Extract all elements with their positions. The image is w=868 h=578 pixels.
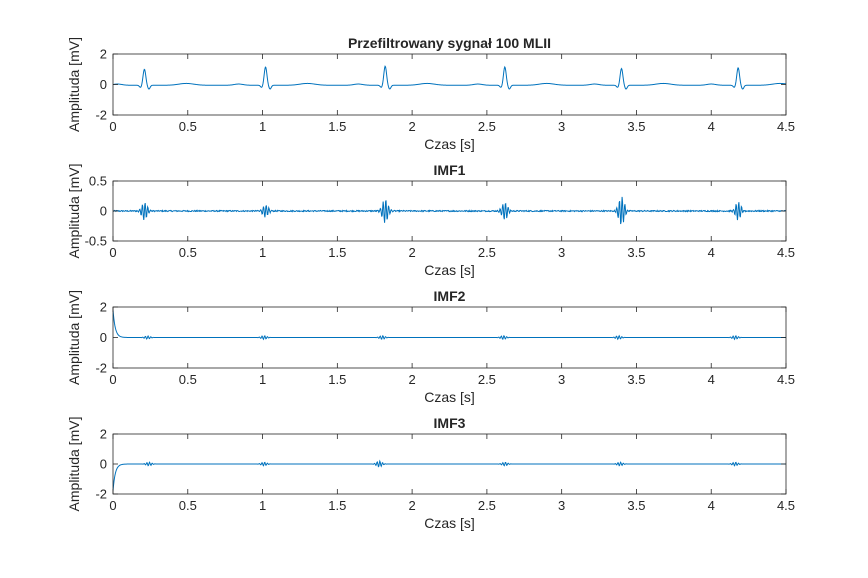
plot-area: [113, 54, 786, 115]
x-tick-label: 2.5: [478, 245, 496, 260]
y-tick-label: 0: [100, 77, 107, 92]
x-tick-label: 4.5: [777, 498, 795, 513]
y-tick-label: 2: [100, 427, 107, 442]
x-tick-label: 0.5: [179, 372, 197, 387]
subplot-title: IMF1: [434, 162, 466, 178]
x-tick-label: 0.5: [179, 119, 197, 134]
x-tick-label: 1: [259, 245, 266, 260]
x-tick-label: 2.5: [478, 119, 496, 134]
y-tick-label: 2: [100, 300, 107, 315]
y-tick-label: 2: [100, 47, 107, 62]
x-tick-label: 0.5: [179, 245, 197, 260]
x-axis-label: Czas [s]: [424, 389, 475, 405]
x-axis-label: Czas [s]: [424, 136, 475, 152]
y-axis-label: Amplituda [mV]: [66, 417, 82, 512]
x-tick-label: 1.5: [328, 372, 346, 387]
x-tick-label: 1.5: [328, 245, 346, 260]
x-axis-label: Czas [s]: [424, 262, 475, 278]
x-tick-label: 1.5: [328, 498, 346, 513]
x-tick-label: 2: [408, 498, 415, 513]
x-tick-label: 2: [408, 245, 415, 260]
y-tick-label: -2: [95, 108, 107, 123]
series-line: [113, 65, 786, 90]
x-tick-label: 1: [259, 372, 266, 387]
x-tick-label: 2.5: [478, 372, 496, 387]
x-tick-label: 3: [558, 245, 565, 260]
x-tick-label: 4: [708, 119, 715, 134]
subplot-title: IMF3: [434, 415, 466, 431]
subplot-title: IMF2: [434, 288, 466, 304]
x-tick-label: 3.5: [627, 498, 645, 513]
x-tick-label: 2: [408, 372, 415, 387]
x-tick-label: 3.5: [627, 119, 645, 134]
x-tick-label: 1: [259, 498, 266, 513]
x-axis-label: Czas [s]: [424, 515, 475, 531]
x-tick-label: 1: [259, 119, 266, 134]
y-axis-label: Amplituda [mV]: [66, 164, 82, 259]
x-tick-label: 2.5: [478, 498, 496, 513]
x-tick-label: 0: [109, 372, 116, 387]
x-tick-label: 4: [708, 498, 715, 513]
x-tick-label: 3.5: [627, 245, 645, 260]
y-tick-label: 0: [100, 204, 107, 219]
x-tick-label: 3.5: [627, 372, 645, 387]
x-tick-label: 3: [558, 498, 565, 513]
y-axis-label: Amplituda [mV]: [66, 37, 82, 132]
x-tick-label: 4.5: [777, 372, 795, 387]
x-tick-label: 4: [708, 372, 715, 387]
y-tick-label: 0: [100, 330, 107, 345]
series-line: [113, 196, 786, 225]
x-tick-label: 4.5: [777, 119, 795, 134]
x-tick-label: 4: [708, 245, 715, 260]
series-line: [113, 310, 786, 341]
subplot-title: Przefiltrowany sygnał 100 MLII: [348, 35, 551, 51]
x-tick-label: 1.5: [328, 119, 346, 134]
y-tick-label: -2: [95, 361, 107, 376]
x-tick-label: 0.5: [179, 498, 197, 513]
y-axis-label: Amplituda [mV]: [66, 290, 82, 385]
x-tick-label: 0: [109, 498, 116, 513]
x-tick-label: 3: [558, 119, 565, 134]
y-tick-label: 0.5: [89, 174, 107, 189]
x-tick-label: 2: [408, 119, 415, 134]
y-tick-label: 0: [100, 457, 107, 472]
y-tick-label: -0.5: [85, 234, 107, 249]
x-tick-label: 3: [558, 372, 565, 387]
series-line: [113, 459, 786, 492]
x-tick-label: 4.5: [777, 245, 795, 260]
x-tick-label: 0: [109, 245, 116, 260]
x-tick-label: 0: [109, 119, 116, 134]
y-tick-label: -2: [95, 487, 107, 502]
